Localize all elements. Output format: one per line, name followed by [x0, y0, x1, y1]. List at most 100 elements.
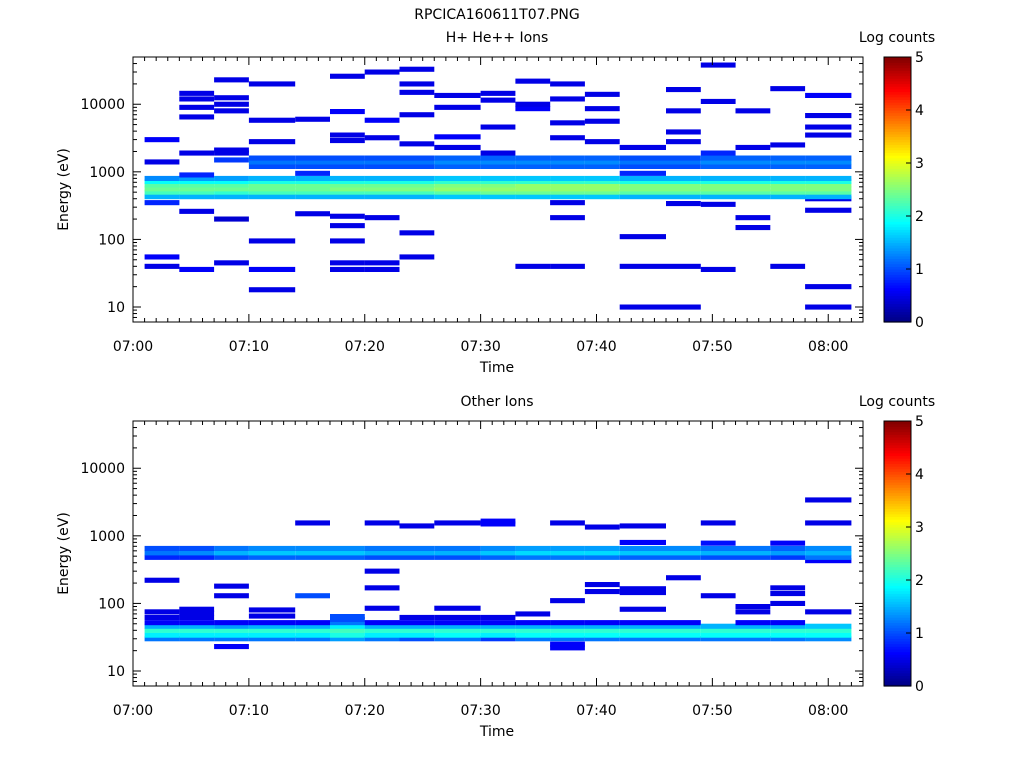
heat-cell [144, 623, 180, 629]
heat-cell [666, 155, 701, 161]
heat-cell [550, 159, 585, 165]
colorbar-step [884, 104, 911, 108]
colorbar-step [884, 524, 911, 528]
colorbar-step [884, 450, 911, 454]
colorbar-step [884, 675, 911, 679]
colorbar-step [884, 131, 911, 135]
colorbar: 0 1 2 3 4 5 Log counts [859, 394, 935, 695]
heat-cell [295, 159, 330, 165]
heat-cell [666, 182, 701, 188]
heat-cell [295, 170, 330, 176]
colorbar-frame [883, 420, 912, 687]
heat-cell [480, 124, 516, 130]
heat-cell [248, 623, 296, 629]
y-axis-label: Energy (eV) [56, 512, 72, 595]
colorbar-step [884, 468, 911, 472]
colorbar-step [884, 548, 911, 552]
heat-cell [480, 194, 516, 200]
heat-cell [179, 186, 215, 192]
colorbar-step [884, 656, 911, 661]
heat-cell [584, 186, 620, 192]
heat-cell [214, 175, 249, 181]
colorbar-step [884, 601, 911, 605]
heat-cell [330, 175, 365, 181]
heat-cell [515, 189, 551, 195]
colorbar-step [884, 112, 911, 116]
heat-cell [735, 144, 771, 150]
heat-cell [295, 554, 330, 560]
heat-cell [364, 605, 400, 611]
colorbar-step [884, 487, 911, 491]
heat-cell [434, 186, 481, 192]
colorbar-step [884, 67, 911, 71]
heat-cell [700, 266, 736, 272]
heat-cell [700, 632, 736, 638]
heat-cell [515, 175, 551, 181]
colorbar-step [884, 460, 911, 464]
heat-cell [330, 223, 365, 229]
heat-cell [619, 632, 666, 638]
heat-cell [550, 186, 585, 192]
heat-cell [550, 550, 585, 556]
heat-cell [144, 178, 180, 184]
colorbar-tick-label: 3 [915, 156, 924, 172]
heat-cell [515, 194, 551, 200]
heat-cell [700, 636, 736, 642]
heat-cell [330, 163, 365, 169]
heat-cell [399, 141, 435, 147]
heat-cell [214, 95, 249, 101]
heat-cell [584, 139, 620, 145]
colorbar-step [884, 556, 911, 560]
heat-cell [805, 558, 852, 564]
heat-cell [248, 175, 296, 181]
heat-cell [179, 208, 215, 214]
heat-cell [330, 238, 365, 244]
colorbar-step [884, 680, 911, 684]
colorbar-tick-label: 2 [915, 573, 924, 589]
heat-cell [144, 159, 180, 165]
heat-cell [805, 284, 852, 290]
colorbar-step [884, 319, 911, 323]
heat-cell [584, 178, 620, 184]
heat-cell [770, 155, 806, 161]
heat-cell [770, 194, 806, 200]
heat-cell [700, 623, 736, 629]
heat-cell [619, 189, 666, 195]
heat-cell [735, 194, 771, 200]
heat-cell [584, 189, 620, 195]
heat-cell [480, 623, 516, 629]
heatmap-cells [144, 62, 852, 310]
heat-cell [619, 523, 666, 529]
heat-cell [179, 114, 215, 120]
heat-cell [144, 636, 180, 642]
colorbar-step [884, 160, 911, 164]
heat-cell [700, 178, 736, 184]
colorbar-label: Log counts [859, 30, 935, 46]
heat-cell [480, 550, 516, 556]
x-tick-label: 07:10 [229, 339, 269, 355]
colorbar-step [884, 139, 911, 143]
plot-frame [132, 420, 864, 687]
heat-cell [330, 138, 365, 144]
colorbar-step [884, 308, 911, 312]
colorbar-step [884, 133, 911, 138]
colorbar-step [884, 144, 911, 148]
heat-cell [584, 182, 620, 188]
heat-cell [330, 186, 365, 192]
heat-cell [550, 135, 585, 141]
heat-cell [666, 636, 701, 642]
heat-cell [584, 632, 620, 638]
heat-cell [399, 175, 435, 181]
heat-cell [666, 304, 701, 310]
heat-cell [770, 627, 806, 633]
heat-cell [179, 545, 215, 551]
colorbar-step [884, 582, 911, 586]
heat-cell [666, 627, 701, 633]
heat-cell [619, 590, 666, 596]
heat-cell [770, 550, 806, 556]
heat-cell [179, 554, 215, 560]
heat-cell [434, 134, 481, 140]
heat-cell [248, 287, 296, 293]
heat-cell [666, 163, 701, 169]
